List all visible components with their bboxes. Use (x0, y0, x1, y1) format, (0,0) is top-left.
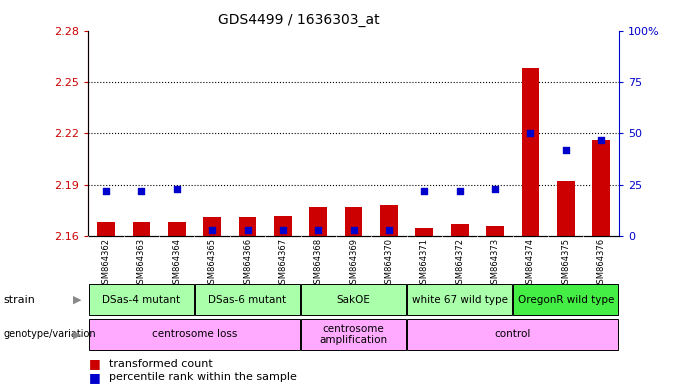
Bar (97, 222, 115, 236)
Point (560, 147, 571, 153)
Bar (522, 68, 539, 236)
Point (525, 131, 536, 137)
Point (596, 137, 607, 143)
Text: strain: strain (3, 295, 35, 305)
Bar (168, 222, 186, 236)
Bar (415, 228, 433, 236)
Bar (133, 222, 150, 236)
Point (419, 188, 430, 194)
Point (136, 188, 147, 194)
Text: ▶: ▶ (73, 329, 82, 339)
Text: ■: ■ (88, 358, 100, 371)
Point (490, 186, 500, 192)
Bar (513, 285, 618, 315)
Text: white 67 wild type: white 67 wild type (411, 295, 508, 305)
Bar (301, 319, 406, 350)
Point (207, 227, 218, 233)
Bar (380, 205, 398, 236)
Text: transformed count: transformed count (109, 359, 213, 369)
Text: percentile rank within the sample: percentile rank within the sample (109, 372, 296, 382)
Point (384, 227, 394, 233)
Bar (451, 224, 469, 236)
Text: DSas-4 mutant: DSas-4 mutant (103, 295, 180, 305)
Point (242, 227, 253, 233)
Text: ■: ■ (88, 371, 100, 384)
Text: OregonR wild type: OregonR wild type (517, 295, 614, 305)
Bar (345, 207, 362, 236)
Text: SakOE: SakOE (337, 295, 371, 305)
Bar (486, 226, 504, 236)
Text: DSas-6 mutant: DSas-6 mutant (209, 295, 286, 305)
Bar (592, 140, 610, 236)
Bar (407, 285, 512, 315)
Bar (203, 217, 221, 236)
Point (454, 188, 465, 194)
Text: centrosome
amplification: centrosome amplification (320, 324, 388, 345)
Bar (89, 285, 194, 315)
Bar (309, 207, 327, 236)
Text: GDS4499 / 1636303_at: GDS4499 / 1636303_at (218, 13, 380, 27)
Bar (195, 285, 300, 315)
Point (277, 227, 288, 233)
Point (171, 186, 182, 192)
Bar (301, 285, 406, 315)
Text: ▶: ▶ (73, 295, 82, 305)
Point (101, 188, 112, 194)
Bar (557, 181, 575, 236)
Bar (274, 216, 292, 236)
Bar (239, 217, 256, 236)
Point (348, 227, 359, 233)
Text: genotype/variation: genotype/variation (3, 329, 96, 339)
Point (313, 227, 324, 233)
Bar (89, 319, 300, 350)
Text: centrosome loss: centrosome loss (152, 329, 237, 339)
Text: control: control (494, 329, 531, 339)
Bar (407, 319, 618, 350)
